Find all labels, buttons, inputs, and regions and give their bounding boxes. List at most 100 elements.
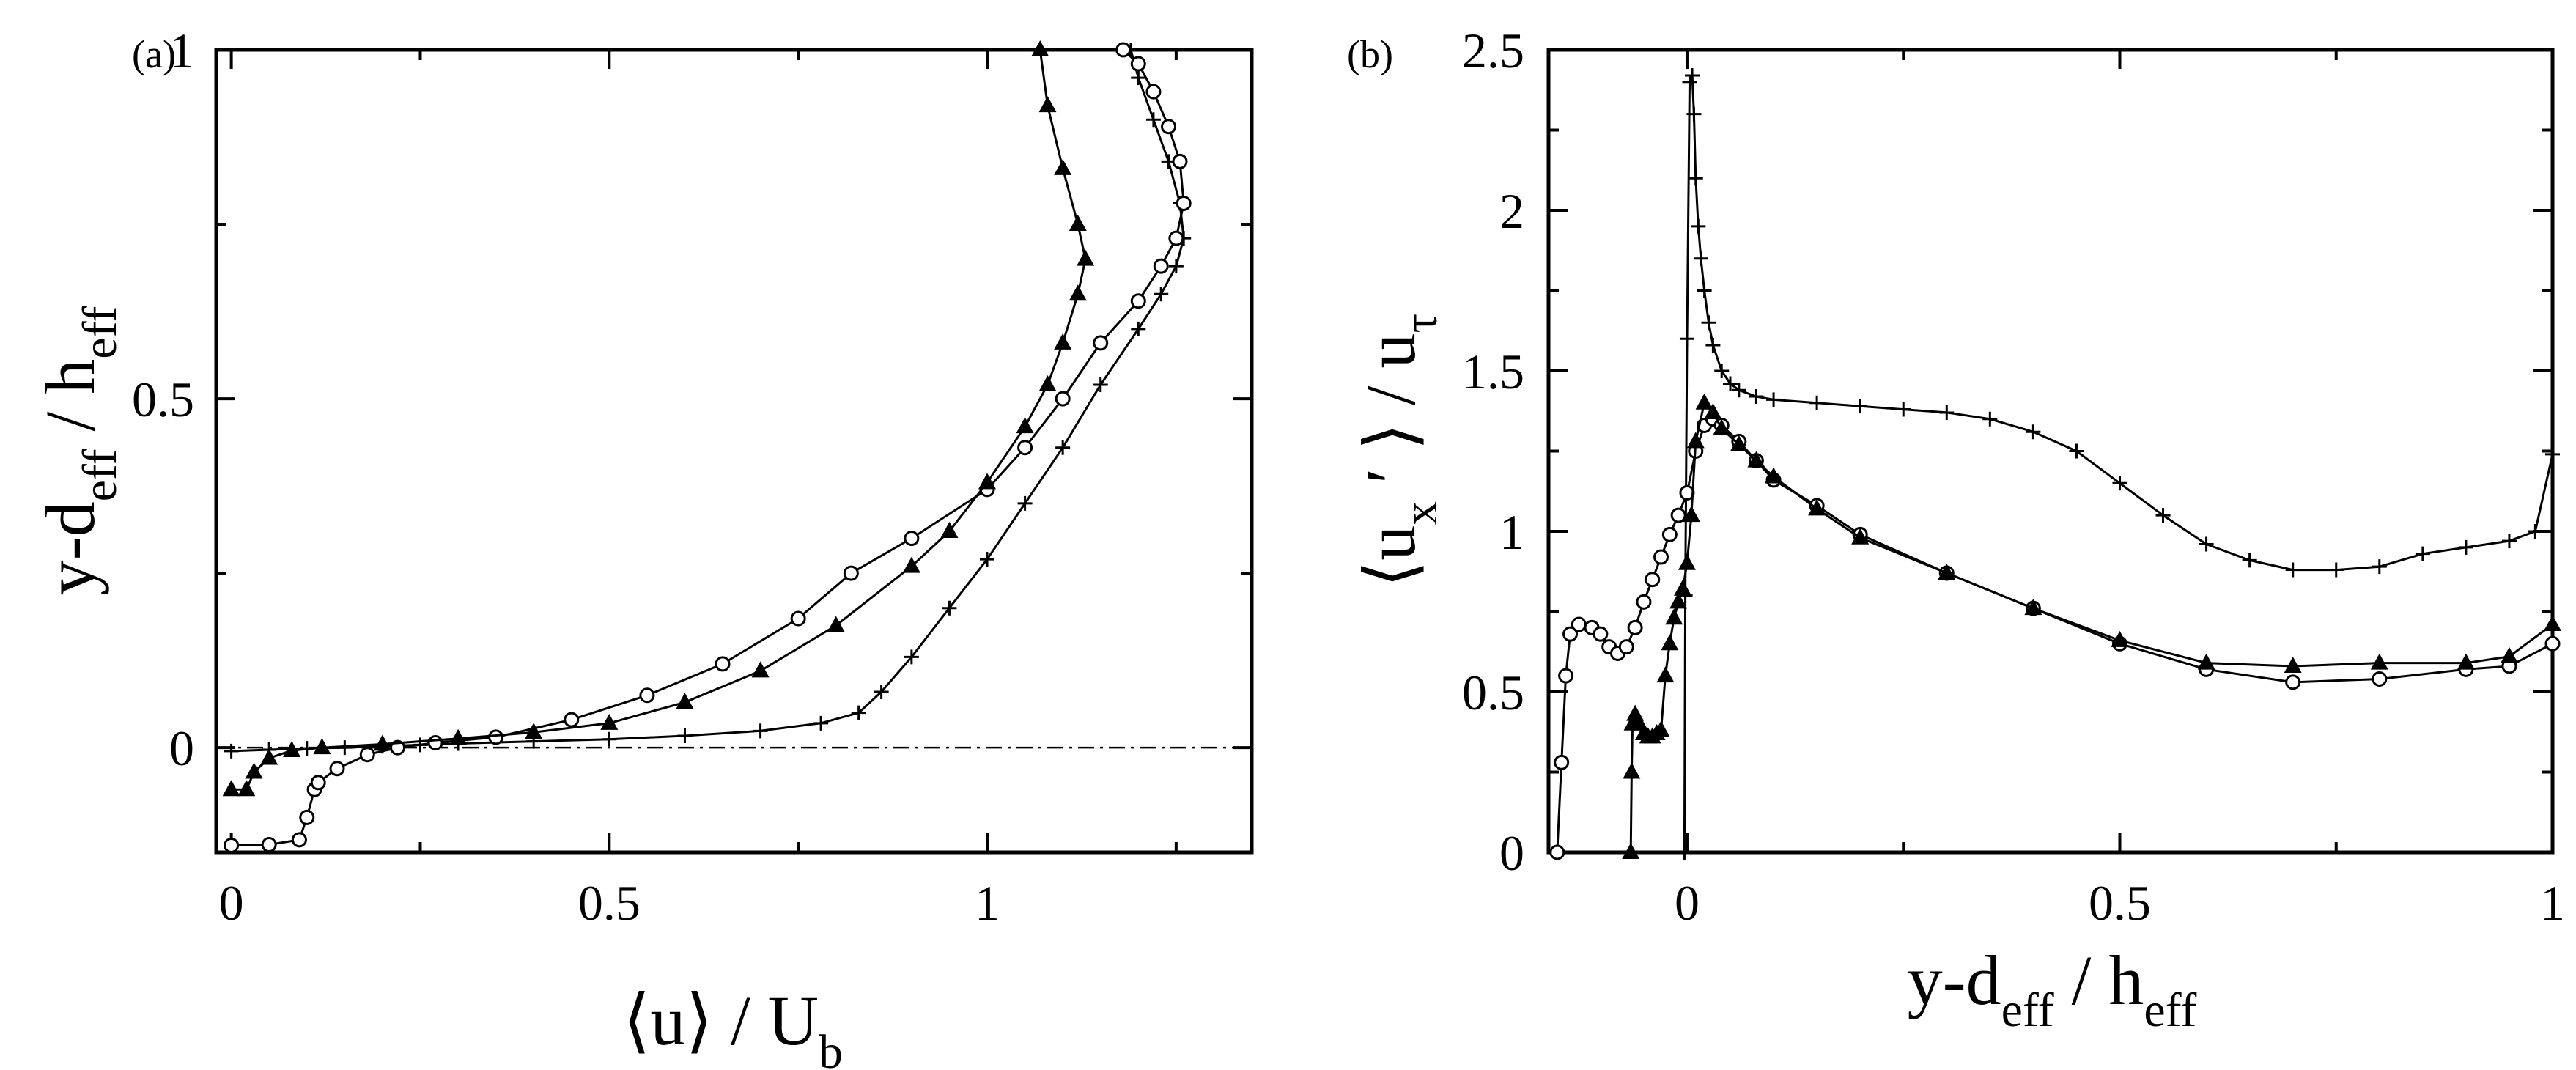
- panel-b-point-circle: [1618, 639, 1634, 655]
- panel-b-series-line: [1629, 402, 2553, 853]
- panel-a-y-tick-label: 1: [169, 23, 194, 78]
- panel-b-point-plus: [1705, 337, 1721, 353]
- panel-b-point-circle: [2372, 671, 2388, 687]
- panel-a-point-circle: [1161, 119, 1177, 135]
- panel-b-point-plus: [1731, 383, 1746, 398]
- panel-a-point-circle: [427, 735, 443, 751]
- panel-b-point-triangle: [1652, 720, 1670, 737]
- panel-a-point-plus: [677, 728, 693, 743]
- panel-a-point-triangle: [260, 748, 278, 765]
- panel-a-point-circle: [1176, 195, 1192, 211]
- panel-b-point-circle: [1554, 754, 1570, 770]
- panel-b-point-circle: [1661, 526, 1678, 542]
- panel-b-point-triangle: [1623, 762, 1641, 779]
- panel-b-y-tick-label: 1.5: [1462, 344, 1524, 399]
- panel-a-x-tick-label: 0.5: [578, 875, 641, 931]
- svg-text:⟨ux ′ ⟩ / uτ: ⟨ux ′ ⟩ / uτ: [1351, 314, 1447, 588]
- panel-b-point-plus: [1714, 364, 1730, 378]
- panel-b-point-plus: [1686, 106, 1702, 122]
- panel-b-point-triangle: [2500, 646, 2518, 663]
- panel-b-point-plus: [2372, 559, 2387, 575]
- panel-a-point-triangle: [940, 522, 959, 538]
- panel-a-point-plus: [874, 685, 889, 699]
- panel-b-point-plus: [1701, 315, 1716, 331]
- panel-a-point-circle: [310, 775, 326, 791]
- panel-b-ticks: 0 0.5 1 0 0.5 1 1.5 2 2.5: [1462, 23, 2565, 931]
- panel-a-y-tick-label: 0.5: [132, 372, 194, 427]
- panel-a-point-plus: [224, 743, 239, 759]
- panel-b-point-triangle: [1669, 592, 1688, 609]
- panel-b-x-tick-label: 0: [1675, 875, 1700, 931]
- panel-b-point-plus: [1691, 218, 1706, 234]
- panel-b-point-triangle: [2370, 653, 2388, 670]
- panel-b-point-plus: [2528, 524, 2543, 539]
- panel-a-point-triangle: [676, 693, 694, 709]
- panel-b-point-triangle: [1622, 843, 1640, 859]
- panel-a-point-triangle: [751, 661, 770, 678]
- panel-b-point-triangle: [1674, 579, 1692, 596]
- panel-a-point-circle: [564, 712, 580, 728]
- panel-b-point-triangle: [1704, 402, 1722, 419]
- panel-a-ticks: 0 0.5 1 0 0.5 1: [132, 23, 1252, 931]
- panel-b-point-triangle: [1682, 506, 1700, 523]
- panel-a-point-triangle: [525, 723, 543, 739]
- panel-b-point-circle: [1558, 668, 1574, 684]
- panel-a-point-plus: [904, 649, 919, 665]
- panel-b-point-triangle: [2024, 599, 2042, 616]
- panel-b-point-circle: [1549, 844, 1565, 860]
- panel-a-point-plus: [942, 600, 957, 616]
- panel-a-point-triangle: [600, 713, 619, 730]
- panel-b-point-plus: [2026, 424, 2041, 440]
- panel-b-point-triangle: [1695, 393, 1713, 410]
- panel-b-series-line: [1683, 74, 2554, 853]
- panel-b-y-tick-label: 0.5: [1462, 665, 1524, 720]
- panel-a-point-circle: [843, 565, 859, 581]
- panel-a-point-triangle: [283, 740, 301, 757]
- panel-b-point-plus: [1723, 376, 1738, 391]
- panel-b-point-circle: [1670, 507, 1686, 523]
- panel-a-point-triangle: [245, 762, 263, 779]
- panel-a-point-triangle: [373, 734, 391, 751]
- panel-b-x-tick-label: 0.5: [2089, 875, 2151, 931]
- panel-a-point-circle: [1017, 440, 1033, 456]
- panel-b-point-circle: [1645, 572, 1661, 588]
- panel-a-point-plus: [1168, 259, 1184, 274]
- panel-b-point-plus: [1697, 283, 1712, 298]
- panel-a-point-circle: [790, 610, 806, 627]
- panel-a-point-triangle: [449, 728, 468, 745]
- panel-a-point-circle: [1130, 293, 1146, 309]
- panel-b-point-plus: [1766, 392, 1782, 407]
- panel-a-series: [222, 40, 1192, 853]
- panel-a-series-circle: [224, 42, 1192, 853]
- panel-a-point-triangle: [237, 780, 256, 797]
- panel-b-label: (b): [1347, 32, 1393, 76]
- panel-a-point-triangle: [1054, 333, 1072, 350]
- panel-b-point-plus: [2328, 562, 2344, 578]
- panel-a-series-line: [231, 49, 1087, 791]
- panel-b-point-plus: [2458, 539, 2473, 555]
- panel-a-point-circle: [1168, 230, 1184, 246]
- panel-b-point-triangle: [2197, 653, 2215, 670]
- panel-a-point-plus: [1093, 377, 1108, 393]
- panel-b-point-plus: [2242, 553, 2257, 568]
- panel-b-point-triangle: [1713, 418, 1731, 435]
- panel-a-point-triangle: [1038, 96, 1057, 113]
- panel-a-point-plus: [1154, 287, 1169, 302]
- panel-a-point-circle: [1130, 56, 1146, 72]
- panel-b-point-plus: [2112, 476, 2127, 491]
- panel-a-point-circle: [639, 687, 655, 704]
- panel-b-point-circle: [1571, 616, 1587, 632]
- panel-a-point-circle: [261, 837, 277, 853]
- panel-a-point-triangle: [902, 556, 920, 573]
- panel-b-point-triangle: [1851, 528, 1870, 545]
- panel-a-series-triangle: [222, 40, 1095, 797]
- panel-b-point-triangle: [1686, 432, 1705, 449]
- panel-a-point-plus: [980, 552, 995, 567]
- panel-a-x-tick-label: 1: [975, 875, 1000, 931]
- panel-b-series-line: [1556, 418, 2553, 853]
- panel-b-series-circle: [1549, 411, 2561, 860]
- panel-a-point-plus: [1131, 70, 1146, 86]
- panel-a-point-circle: [1145, 84, 1162, 100]
- panel-a-point-circle: [1172, 153, 1188, 169]
